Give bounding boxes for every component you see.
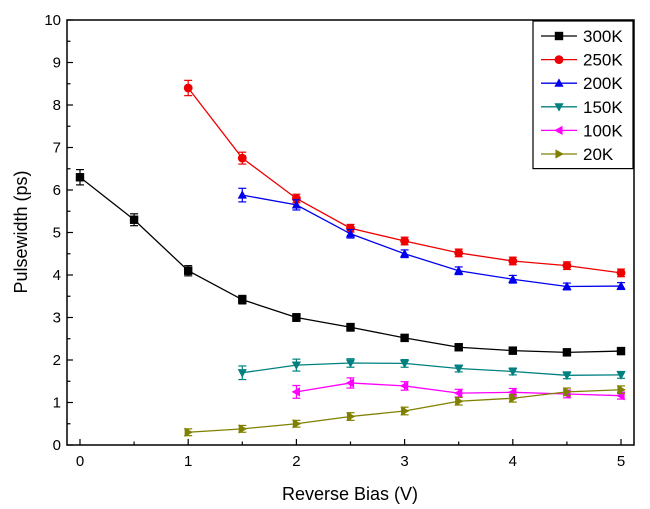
axes-layer: 0 1 2 3 4 5 0 1 2 3 4 5 6 7 8 9 10 — [44, 12, 625, 470]
series-line — [242, 362, 622, 376]
data-point — [183, 266, 193, 275]
series-line — [242, 194, 622, 288]
legend-label: 200K — [583, 74, 623, 93]
legend-marker — [554, 31, 564, 41]
legend-item: 200K — [541, 74, 623, 93]
data-point — [399, 248, 410, 258]
data-point — [345, 359, 356, 368]
data-point — [237, 153, 247, 163]
data-point — [237, 190, 247, 199]
data-point — [616, 371, 626, 380]
x-tick-label: 5 — [617, 453, 625, 470]
data-point — [562, 261, 572, 271]
data-point — [454, 343, 463, 352]
data-point — [346, 411, 356, 422]
data-point — [291, 200, 302, 209]
data-point — [346, 323, 355, 332]
data-point — [291, 387, 300, 397]
y-tick-label: 7 — [53, 140, 61, 157]
data-point — [508, 367, 518, 377]
data-point — [508, 346, 518, 355]
series-150K — [237, 358, 626, 381]
legend-marker — [554, 78, 564, 87]
x-tick-label: 0 — [76, 453, 84, 470]
data-point — [184, 427, 194, 437]
data-point — [400, 333, 409, 343]
legend-label: 300K — [583, 27, 623, 46]
data-point — [399, 381, 409, 391]
data-point — [454, 248, 464, 258]
data-point — [454, 364, 464, 374]
data-point — [616, 346, 626, 356]
data-point — [346, 223, 355, 233]
data-point — [291, 194, 301, 203]
legend-label: 20K — [583, 145, 614, 164]
y-tick-label: 1 — [53, 395, 61, 412]
series-layer — [75, 79, 626, 437]
data-point — [562, 281, 572, 291]
series-200K — [237, 187, 626, 291]
data-point — [292, 419, 302, 429]
x-tick-label: 4 — [509, 453, 517, 470]
y-tick-label: 5 — [53, 225, 61, 242]
data-point — [399, 359, 410, 369]
data-point — [292, 313, 301, 322]
legend-label: 100K — [583, 121, 623, 140]
legend-label: 250K — [583, 51, 623, 70]
x-axis-title: Reverse Bias (V) — [282, 484, 418, 504]
data-point — [508, 274, 518, 283]
data-point — [454, 265, 464, 275]
data-point — [562, 371, 572, 381]
legend-box — [532, 20, 634, 170]
data-point — [400, 236, 410, 246]
data-point — [455, 396, 464, 406]
x-tick-label: 1 — [184, 453, 192, 470]
data-point — [291, 361, 302, 370]
legend-marker — [554, 125, 563, 136]
data-point — [345, 378, 355, 388]
y-tick-label: 3 — [53, 310, 61, 327]
y-tick-label: 2 — [53, 352, 61, 369]
y-tick-label: 10 — [44, 12, 61, 29]
data-point — [237, 369, 247, 378]
x-tick-label: 3 — [400, 453, 408, 470]
data-point — [183, 83, 193, 93]
data-point — [401, 406, 410, 416]
data-point — [563, 387, 572, 397]
data-point — [617, 385, 626, 395]
legend-item: 300K — [541, 27, 623, 46]
data-point — [616, 281, 626, 290]
y-tick-label: 6 — [53, 182, 61, 199]
data-point — [508, 256, 518, 266]
data-point — [562, 348, 572, 357]
data-point — [453, 388, 463, 398]
legend-marker — [554, 103, 564, 112]
data-point — [616, 268, 626, 278]
y-tick-label: 8 — [53, 97, 61, 114]
y-tick-label: 0 — [53, 437, 61, 454]
legend-marker — [554, 55, 564, 65]
series-300K — [75, 169, 626, 357]
data-point — [345, 228, 356, 238]
y-tick-label: 9 — [53, 55, 61, 72]
data-point — [238, 295, 247, 304]
data-point — [509, 393, 518, 403]
data-point — [75, 173, 85, 182]
data-point — [129, 215, 139, 224]
legend-item: 20K — [541, 145, 614, 164]
legend-item: 150K — [541, 98, 623, 117]
series-20K — [184, 385, 626, 437]
y-tick-label: 4 — [53, 267, 61, 284]
legend: 300K 250K 200K 150K 100K 20K — [532, 20, 634, 170]
legend-item: 100K — [541, 121, 623, 140]
legend-item: 250K — [541, 51, 623, 70]
legend-marker — [555, 149, 564, 159]
series-250K — [183, 79, 626, 278]
x-tick-label: 2 — [292, 453, 300, 470]
legend-label: 150K — [583, 98, 623, 117]
data-point — [238, 424, 248, 434]
y-axis-title: Pulsewidth (ps) — [11, 170, 31, 293]
